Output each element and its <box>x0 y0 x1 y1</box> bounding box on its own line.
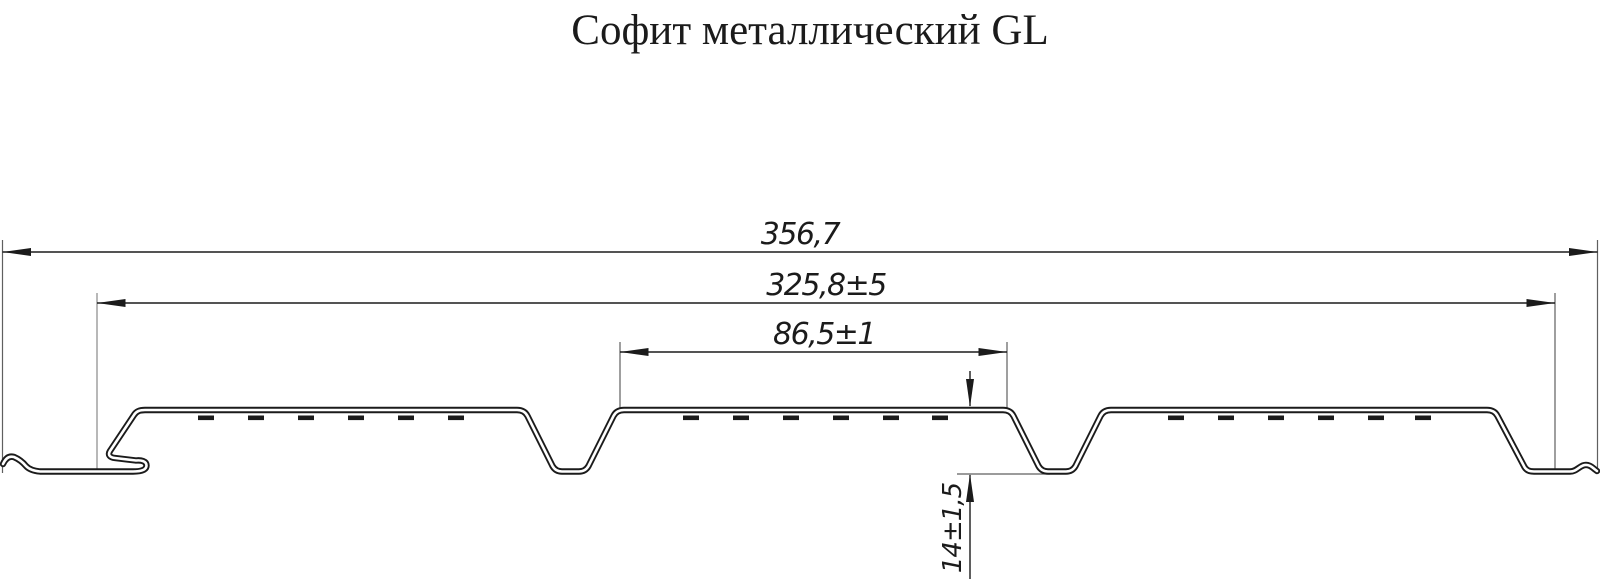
rib-mark <box>883 415 899 421</box>
rib-mark <box>348 415 364 421</box>
rib-mark <box>248 415 264 421</box>
soffit-profile <box>0 406 1600 475</box>
arrowhead-right-icon <box>1569 248 1598 256</box>
rib-mark <box>398 415 414 421</box>
rib-mark <box>1268 415 1284 421</box>
rib-mark <box>198 415 214 421</box>
dimension-label-depth: 14±1,5 <box>938 482 968 573</box>
rib-mark <box>1218 415 1234 421</box>
arrowhead-right-icon <box>1526 299 1555 307</box>
arrowhead-up-icon <box>966 474 974 502</box>
rib-mark <box>448 415 464 421</box>
dimension-label-pan: 86,5±1 <box>773 317 875 352</box>
stiffening-ribs <box>198 415 1431 421</box>
rib-mark <box>1168 415 1184 421</box>
dimension-label-overall: 356,7 <box>761 217 841 252</box>
profile-outline-inner <box>1 408 1599 473</box>
rib-mark <box>1415 415 1431 421</box>
dimension-working-width: 325,8±5 <box>96 268 1556 472</box>
arrowhead-right-icon <box>978 348 1007 356</box>
rib-mark <box>833 415 849 421</box>
rib-mark <box>1318 415 1334 421</box>
rib-mark <box>298 415 314 421</box>
rib-mark <box>1368 415 1384 421</box>
arrowhead-left-icon <box>97 299 126 307</box>
arrowhead-down-icon <box>966 379 974 407</box>
rib-mark <box>932 415 948 421</box>
dimension-overall-width: 356,7 <box>1 217 1599 473</box>
drawing-title: Софит металлический GL <box>571 7 1048 54</box>
rib-mark <box>783 415 799 421</box>
dimension-profile-depth: 14±1,5 <box>938 371 1050 579</box>
dimension-pan-width: 86,5±1 <box>619 317 1008 408</box>
dimension-label-working: 325,8±5 <box>766 268 886 303</box>
rib-mark <box>733 415 749 421</box>
arrowhead-left-icon <box>2 248 31 256</box>
rib-mark <box>683 415 699 421</box>
profile-outline-outer <box>0 406 1600 475</box>
arrowhead-left-icon <box>620 348 649 356</box>
